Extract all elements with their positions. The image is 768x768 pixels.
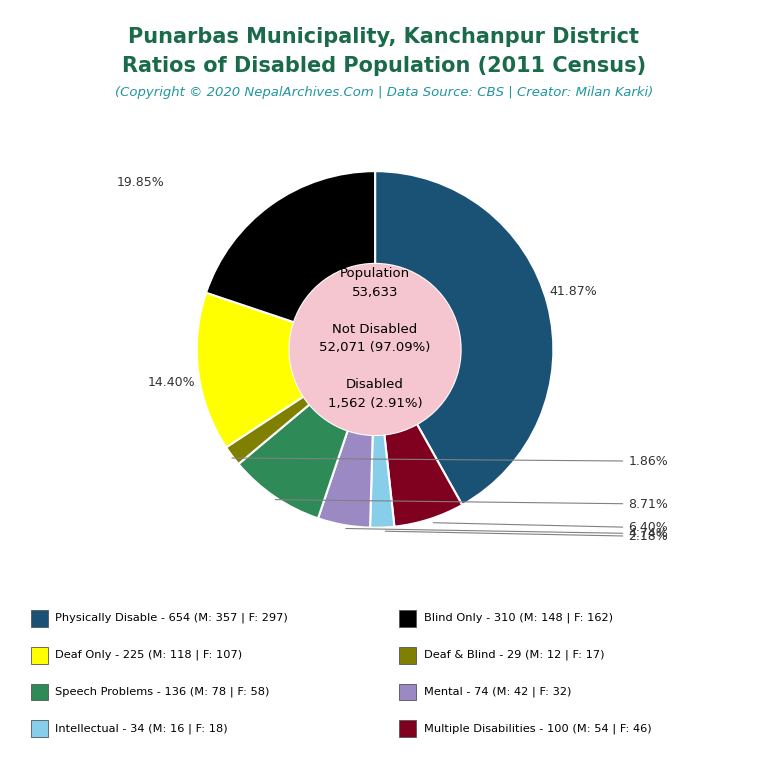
Wedge shape (226, 396, 310, 464)
Text: Multiple Disabilities - 100 (M: 54 | F: 46): Multiple Disabilities - 100 (M: 54 | F: … (424, 723, 651, 734)
Text: 14.40%: 14.40% (148, 376, 196, 389)
Wedge shape (318, 431, 372, 528)
Text: 2.18%: 2.18% (386, 530, 668, 543)
Wedge shape (206, 171, 375, 323)
Text: Blind Only - 310 (M: 148 | F: 162): Blind Only - 310 (M: 148 | F: 162) (424, 613, 613, 624)
Circle shape (290, 264, 461, 435)
Text: Physically Disable - 654 (M: 357 | F: 297): Physically Disable - 654 (M: 357 | F: 29… (55, 613, 288, 624)
Text: Deaf Only - 225 (M: 118 | F: 107): Deaf Only - 225 (M: 118 | F: 107) (55, 650, 243, 660)
Text: (Copyright © 2020 NepalArchives.Com | Data Source: CBS | Creator: Milan Karki): (Copyright © 2020 NepalArchives.Com | Da… (115, 86, 653, 99)
Text: 4.74%: 4.74% (346, 527, 668, 540)
Wedge shape (375, 171, 554, 505)
Text: Speech Problems - 136 (M: 78 | F: 58): Speech Problems - 136 (M: 78 | F: 58) (55, 687, 270, 697)
Wedge shape (239, 405, 348, 518)
Wedge shape (370, 435, 395, 528)
Text: 19.85%: 19.85% (117, 177, 164, 190)
Text: Mental - 74 (M: 42 | F: 32): Mental - 74 (M: 42 | F: 32) (424, 687, 571, 697)
Text: Deaf & Blind - 29 (M: 12 | F: 17): Deaf & Blind - 29 (M: 12 | F: 17) (424, 650, 604, 660)
Text: 8.71%: 8.71% (275, 498, 668, 511)
Text: Punarbas Municipality, Kanchanpur District: Punarbas Municipality, Kanchanpur Distri… (128, 27, 640, 47)
Text: 6.40%: 6.40% (433, 521, 668, 535)
Text: 1.86%: 1.86% (232, 455, 668, 468)
Text: Population
53,633

Not Disabled
52,071 (97.09%)

Disabled
1,562 (2.91%): Population 53,633 Not Disabled 52,071 (9… (319, 267, 431, 410)
Text: 41.87%: 41.87% (550, 285, 598, 298)
Wedge shape (197, 293, 303, 447)
Wedge shape (384, 424, 462, 527)
Text: Intellectual - 34 (M: 16 | F: 18): Intellectual - 34 (M: 16 | F: 18) (55, 723, 228, 734)
Text: Ratios of Disabled Population (2011 Census): Ratios of Disabled Population (2011 Cens… (122, 56, 646, 76)
